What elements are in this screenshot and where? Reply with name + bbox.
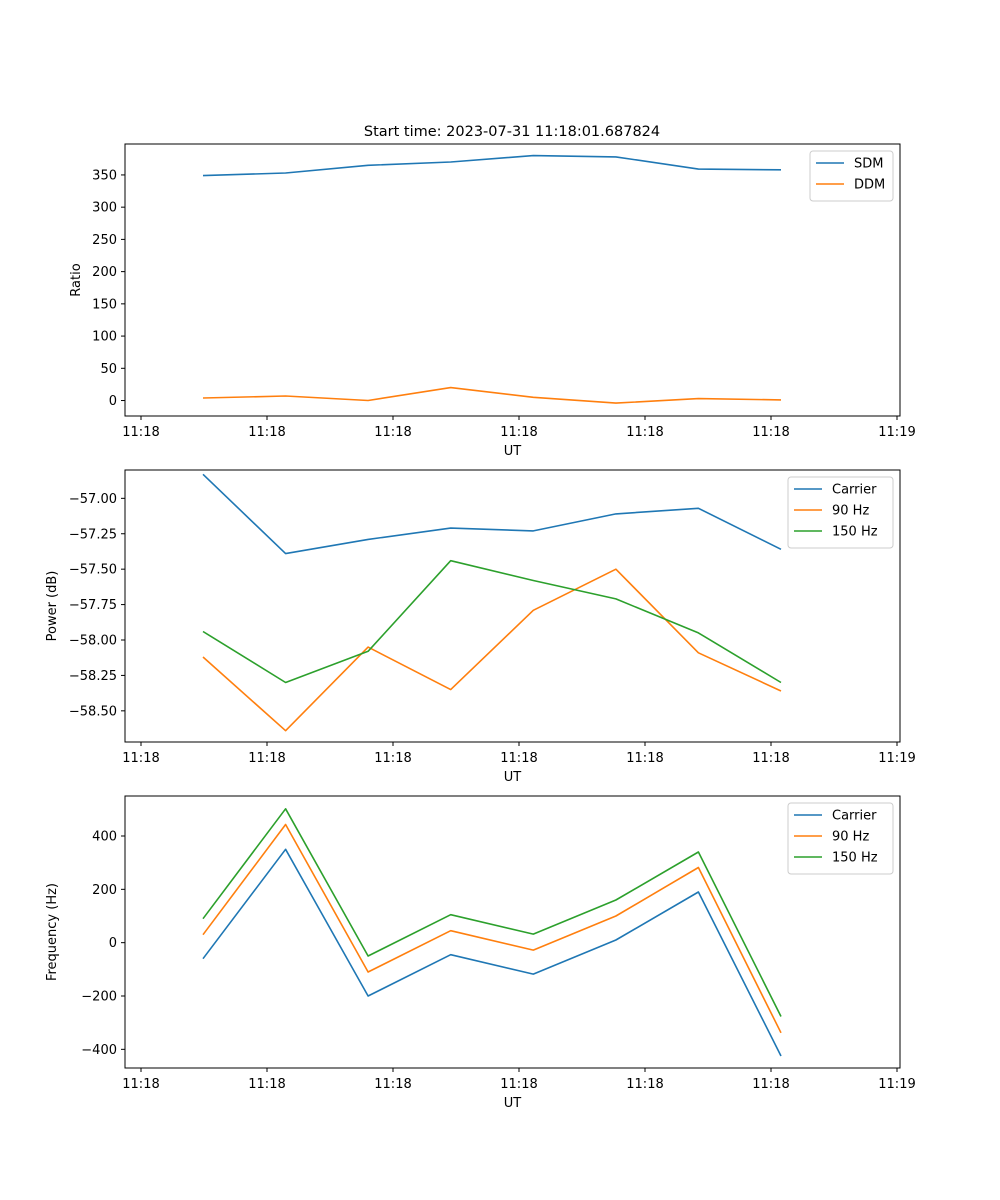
y-axis-label: Ratio bbox=[69, 263, 84, 296]
x-tick-label: 11:18 bbox=[374, 751, 411, 766]
y-tick-label: −200 bbox=[81, 990, 117, 1005]
subplot-1: 11:18 11:18 11:18 11:18 11:18 11:18 11:19 0 50 10… bbox=[69, 143, 916, 459]
x-tick-label: 11:18 bbox=[626, 1077, 663, 1092]
x-tick-label: 11:18 bbox=[500, 1077, 537, 1092]
y-tick-label: 200 bbox=[92, 265, 117, 280]
subplot-2: 11:18 11:18 11:18 11:18 11:18 11:18 11:19 −58.5… bbox=[45, 469, 916, 785]
y-tick-label: 200 bbox=[92, 883, 117, 898]
legend-entry: 150 Hz bbox=[832, 851, 878, 866]
y-tick-label: 100 bbox=[92, 330, 117, 345]
x-tick-label: 11:18 bbox=[626, 751, 663, 766]
y-tick-label: 0 bbox=[109, 936, 117, 951]
x-tick-label: 11:18 bbox=[122, 751, 159, 766]
y-tick-label: 50 bbox=[100, 362, 117, 377]
x-tick-label: 11:18 bbox=[248, 1077, 285, 1092]
y-tick-label: 250 bbox=[92, 233, 117, 248]
y-tick-label: −57.75 bbox=[69, 598, 117, 613]
series-line-sdm bbox=[202, 154, 782, 177]
x-axis-label: UT bbox=[504, 444, 522, 459]
x-tick-label: 11:18 bbox=[374, 1077, 411, 1092]
series-line-carrier bbox=[202, 848, 782, 1057]
axes-frame bbox=[124, 143, 901, 417]
y-axis-label: Power (dB) bbox=[45, 571, 60, 642]
x-tick-label: 11:19 bbox=[878, 751, 915, 766]
y-tick-label: 400 bbox=[92, 830, 117, 845]
legend-entry: 90 Hz bbox=[832, 504, 869, 519]
y-tick-label: −400 bbox=[81, 1043, 117, 1058]
x-tick-label: 11:18 bbox=[752, 1077, 789, 1092]
x-tick-label: 11:18 bbox=[500, 425, 537, 440]
x-tick-label: 11:18 bbox=[752, 751, 789, 766]
y-tick-label: 350 bbox=[92, 168, 117, 183]
y-axis-label: Frequency (Hz) bbox=[45, 883, 60, 981]
y-tick-label: −57.50 bbox=[69, 563, 117, 578]
series-line-150-hz bbox=[202, 807, 782, 1017]
x-tick-label: 11:18 bbox=[122, 425, 159, 440]
y-tick-label: −58.50 bbox=[69, 704, 117, 719]
axes-frame bbox=[124, 795, 901, 1069]
y-tick-label: 150 bbox=[92, 297, 117, 312]
axes-frame bbox=[124, 469, 901, 743]
x-tick-label: 11:19 bbox=[878, 425, 915, 440]
y-tick-label: 0 bbox=[109, 394, 117, 409]
x-tick-label: 11:18 bbox=[374, 425, 411, 440]
x-tick-label: 11:19 bbox=[878, 1077, 915, 1092]
series-line-90-hz bbox=[202, 568, 782, 732]
legend-entry: 150 Hz bbox=[832, 525, 878, 540]
x-axis-label: UT bbox=[504, 1096, 522, 1111]
x-tick-label: 11:18 bbox=[752, 425, 789, 440]
y-tick-label: −58.00 bbox=[69, 634, 117, 649]
series-line-carrier bbox=[202, 473, 782, 555]
x-tick-label: 11:18 bbox=[626, 425, 663, 440]
y-tick-label: 300 bbox=[92, 201, 117, 216]
x-tick-label: 11:18 bbox=[122, 1077, 159, 1092]
subplots: 11:18 11:18 11:18 11:18 11:18 11:18 11:19 0 50 10… bbox=[45, 143, 916, 1111]
figure-title: Start time: 2023-07-31 11:18:01.687824 bbox=[364, 124, 660, 140]
series-line-90-hz bbox=[202, 823, 782, 1034]
legend-entry: 90 Hz bbox=[832, 830, 869, 845]
y-tick-label: −57.00 bbox=[69, 492, 117, 507]
x-tick-label: 11:18 bbox=[500, 751, 537, 766]
y-tick-label: −58.25 bbox=[69, 669, 117, 684]
legend-entry: SDM bbox=[854, 157, 883, 172]
legend-entry: Carrier bbox=[832, 809, 877, 824]
legend-entry: DDM bbox=[854, 178, 885, 193]
legend: SDM DDM bbox=[809, 150, 894, 202]
series-line-ddm bbox=[202, 386, 782, 404]
x-axis-label: UT bbox=[504, 770, 522, 785]
x-tick-label: 11:18 bbox=[248, 751, 285, 766]
legend: Carrier 90 Hz 150 Hz bbox=[787, 476, 894, 549]
legend-entry: Carrier bbox=[832, 483, 877, 498]
x-tick-label: 11:18 bbox=[248, 425, 285, 440]
subplot-3: 11:18 11:18 11:18 11:18 11:18 11:18 11:19 −400 −… bbox=[45, 795, 916, 1111]
y-tick-label: −57.25 bbox=[69, 527, 117, 542]
legend: Carrier 90 Hz 150 Hz bbox=[787, 802, 894, 875]
series-line-150-hz bbox=[202, 559, 782, 684]
